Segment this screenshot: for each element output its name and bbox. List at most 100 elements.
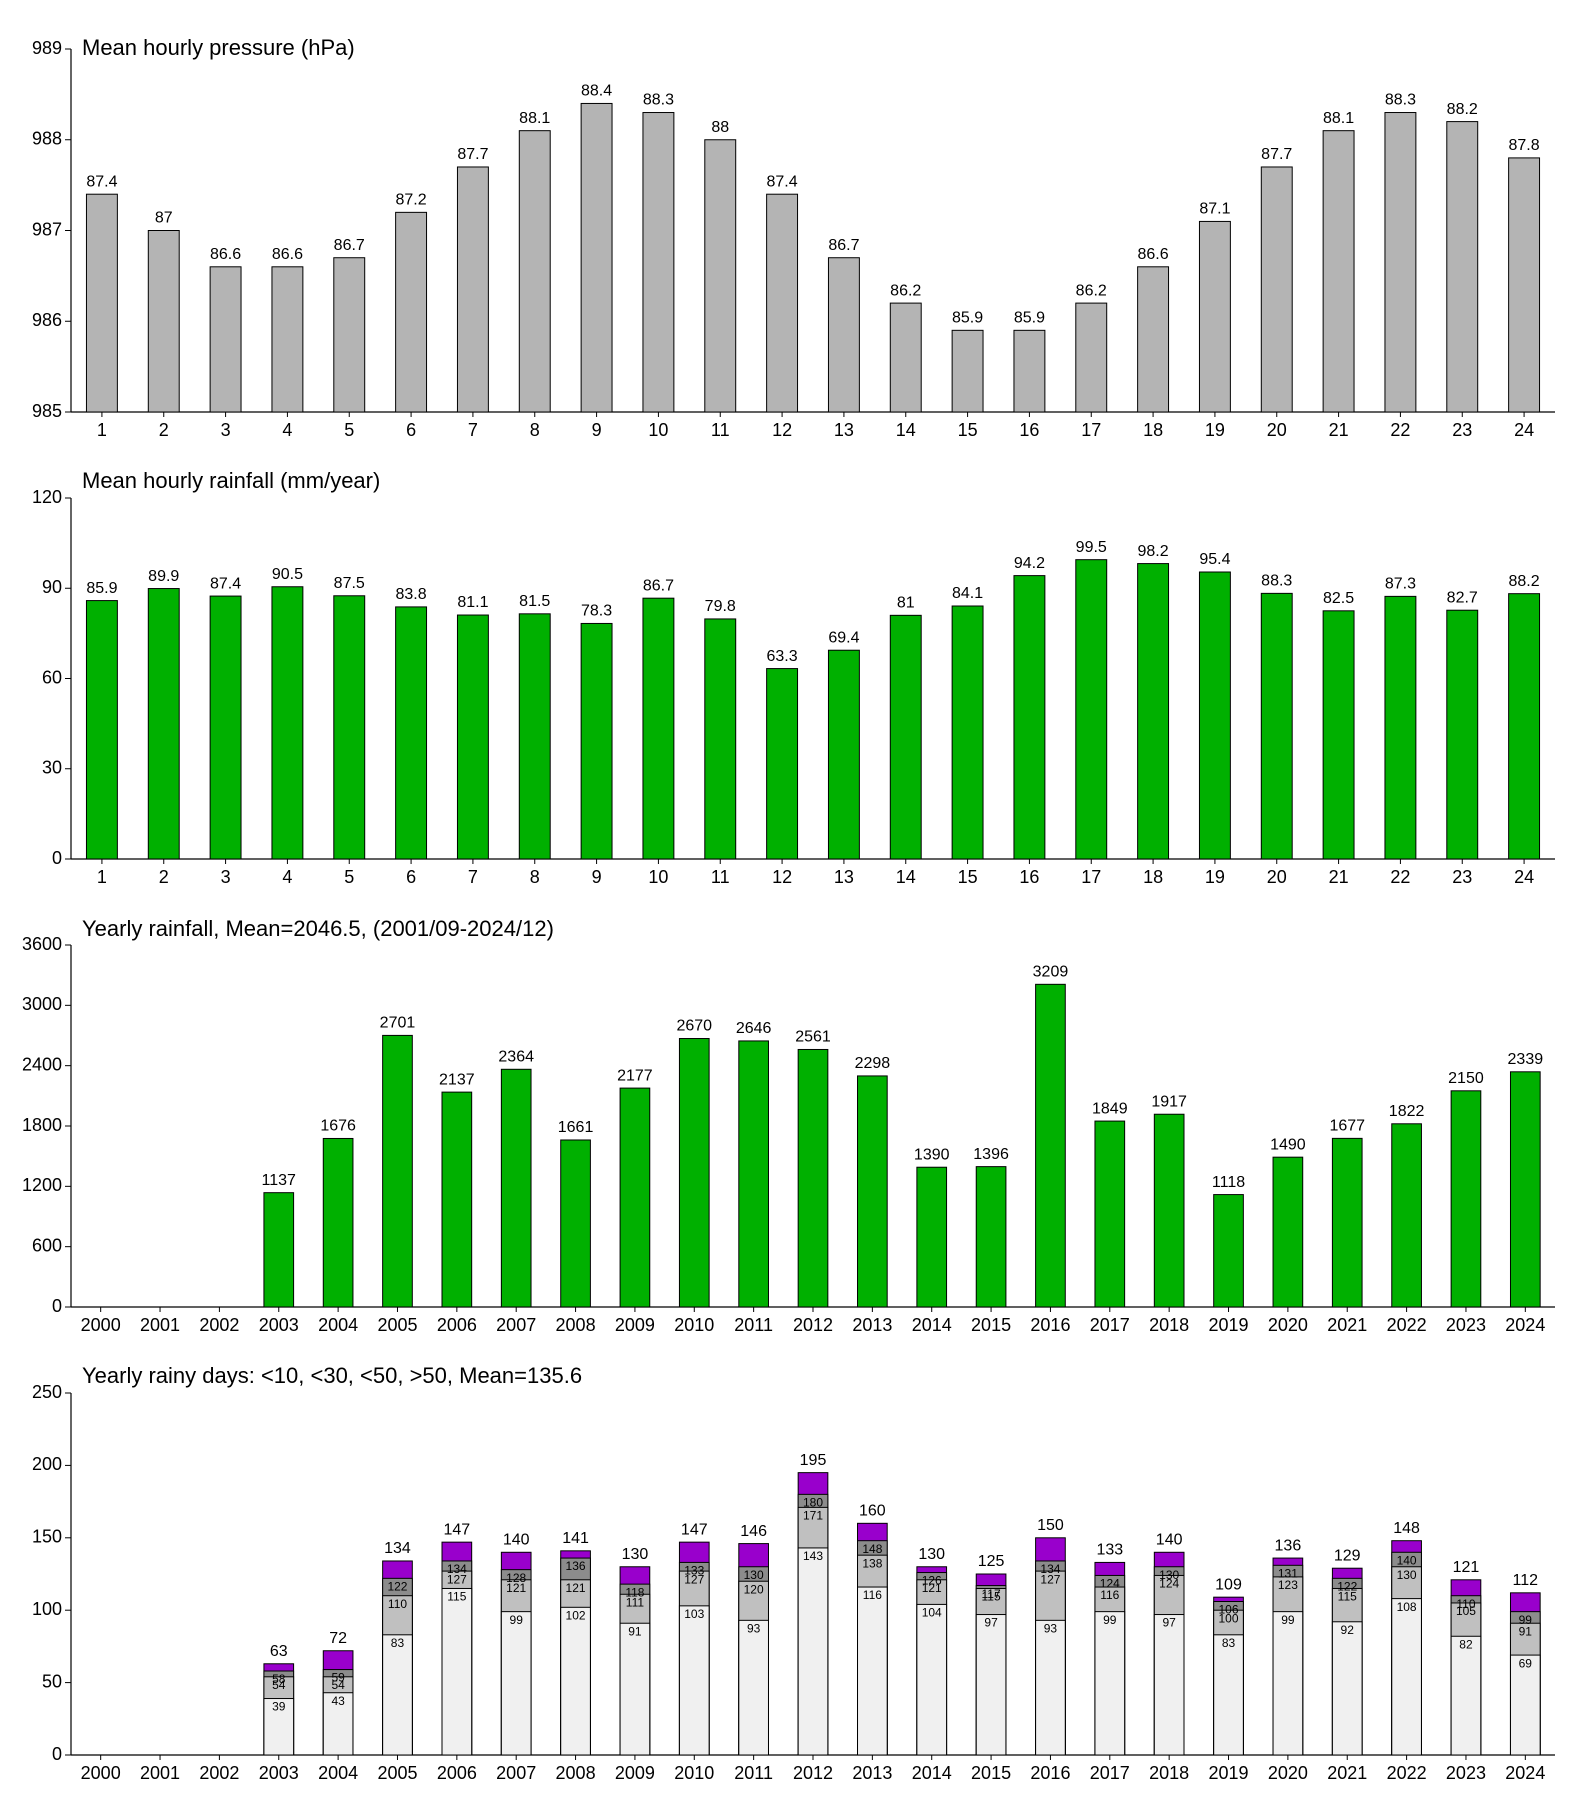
- y-tick-label: 120: [32, 487, 62, 507]
- bar: [147, 588, 180, 860]
- bar: [518, 130, 551, 413]
- bar: [1450, 1635, 1482, 1756]
- value-label: 99: [510, 1613, 524, 1627]
- bar: [1322, 130, 1355, 413]
- value-label: 54: [331, 1678, 345, 1692]
- x-tick-label: 7: [468, 867, 478, 887]
- value-label: 115: [982, 1590, 1001, 1604]
- value-label: 136: [566, 1559, 586, 1573]
- value-label: 86.7: [828, 237, 859, 254]
- x-tick-label: 2007: [496, 1315, 536, 1335]
- bar: [271, 266, 304, 413]
- x-tick-label: 2013: [852, 1763, 892, 1783]
- value-label: 99: [1519, 1613, 1533, 1627]
- value-label: 147: [681, 1521, 708, 1538]
- x-tick-label: 2015: [971, 1315, 1011, 1335]
- chart-title: Yearly rainfall, Mean=2046.5, (2001/09-2…: [82, 916, 554, 941]
- x-tick-label: 2003: [259, 1315, 299, 1335]
- bar: [1446, 609, 1479, 860]
- value-label: 94.2: [1014, 555, 1045, 572]
- x-tick-label: 2004: [318, 1315, 358, 1335]
- value-label: 86.7: [334, 237, 365, 254]
- value-label: 140: [503, 1531, 530, 1548]
- bar: [1137, 563, 1170, 860]
- bar: [209, 595, 242, 860]
- bar: [1384, 112, 1417, 413]
- bar: [1391, 1598, 1422, 1756]
- value-label: 117: [982, 1587, 1001, 1601]
- value-label: 2364: [498, 1049, 534, 1066]
- bar: [619, 1087, 651, 1308]
- value-label: 116: [1100, 1588, 1119, 1602]
- value-label: 127: [1040, 1572, 1060, 1586]
- x-tick-label: 14: [896, 420, 916, 440]
- x-tick-label: 2019: [1208, 1315, 1248, 1335]
- value-label: 58: [272, 1672, 286, 1686]
- bar: [642, 597, 675, 860]
- x-tick-label: 2001: [140, 1315, 180, 1335]
- x-tick-label: 12: [772, 867, 792, 887]
- value-label: 87.1: [1199, 201, 1230, 218]
- value-label: 89.9: [148, 568, 179, 585]
- x-tick-label: 2014: [912, 1315, 952, 1335]
- bar: [395, 606, 428, 860]
- chart-title: Mean hourly pressure (hPa): [82, 35, 355, 60]
- y-tick-label: 985: [32, 401, 62, 421]
- value-label: 140: [1156, 1531, 1183, 1548]
- chart-title: Mean hourly rainfall (mm/year): [82, 468, 380, 493]
- bar: [1508, 157, 1541, 413]
- bar: [333, 595, 366, 860]
- x-tick-label: 2009: [615, 1763, 655, 1783]
- value-label: 86.6: [210, 246, 241, 263]
- bar: [916, 1166, 948, 1308]
- bar: [456, 614, 489, 860]
- bar: [827, 649, 860, 860]
- value-label: 87.4: [210, 575, 241, 592]
- value-label: 87.3: [1385, 576, 1416, 593]
- x-tick-label: 2023: [1446, 1763, 1486, 1783]
- x-tick-label: 15: [958, 867, 978, 887]
- value-label: 128: [506, 1571, 526, 1585]
- bar: [441, 1587, 473, 1756]
- x-tick-label: 17: [1081, 867, 1101, 887]
- bar: [857, 1075, 888, 1308]
- value-label: 105: [1456, 1604, 1476, 1618]
- y-tick-label: 3000: [22, 994, 62, 1014]
- value-label: 148: [862, 1542, 882, 1556]
- y-tick-label: 250: [32, 1382, 62, 1402]
- value-label: 2561: [795, 1029, 831, 1046]
- value-label: 86.2: [1076, 282, 1107, 299]
- value-label: 81: [897, 595, 915, 612]
- value-label: 115: [1338, 1590, 1357, 1604]
- x-tick-label: 2020: [1268, 1763, 1308, 1783]
- bar: [1153, 1614, 1185, 1756]
- bar: [619, 1622, 651, 1756]
- bar: [456, 166, 489, 413]
- x-tick-label: 2024: [1505, 1763, 1545, 1783]
- x-tick-label: 23: [1452, 420, 1472, 440]
- value-label: 91: [1519, 1624, 1533, 1638]
- value-label: 138: [862, 1556, 882, 1570]
- value-label: 1137: [262, 1172, 297, 1189]
- value-label: 87.5: [334, 575, 365, 592]
- y-tick-label: 1200: [22, 1175, 62, 1195]
- value-label: 88.1: [1323, 110, 1354, 127]
- value-label: 1396: [973, 1146, 1009, 1163]
- bar: [382, 1034, 413, 1308]
- value-label: 43: [331, 1694, 345, 1708]
- x-tick-label: 23: [1452, 867, 1472, 887]
- bar: [500, 1611, 532, 1756]
- value-label: 81.5: [519, 593, 550, 610]
- x-tick-label: 8: [530, 420, 540, 440]
- value-label: 88.4: [581, 83, 612, 100]
- value-label: 85.9: [1014, 310, 1045, 327]
- value-label: 87.7: [1261, 146, 1292, 163]
- bar: [1391, 1123, 1422, 1308]
- x-tick-label: 19: [1205, 867, 1225, 887]
- value-label: 100: [1219, 1611, 1239, 1625]
- y-tick-label: 200: [32, 1454, 62, 1474]
- x-tick-label: 2009: [615, 1315, 655, 1335]
- bar: [1198, 571, 1231, 860]
- x-tick-label: 2007: [496, 1763, 536, 1783]
- bar: [560, 1139, 591, 1308]
